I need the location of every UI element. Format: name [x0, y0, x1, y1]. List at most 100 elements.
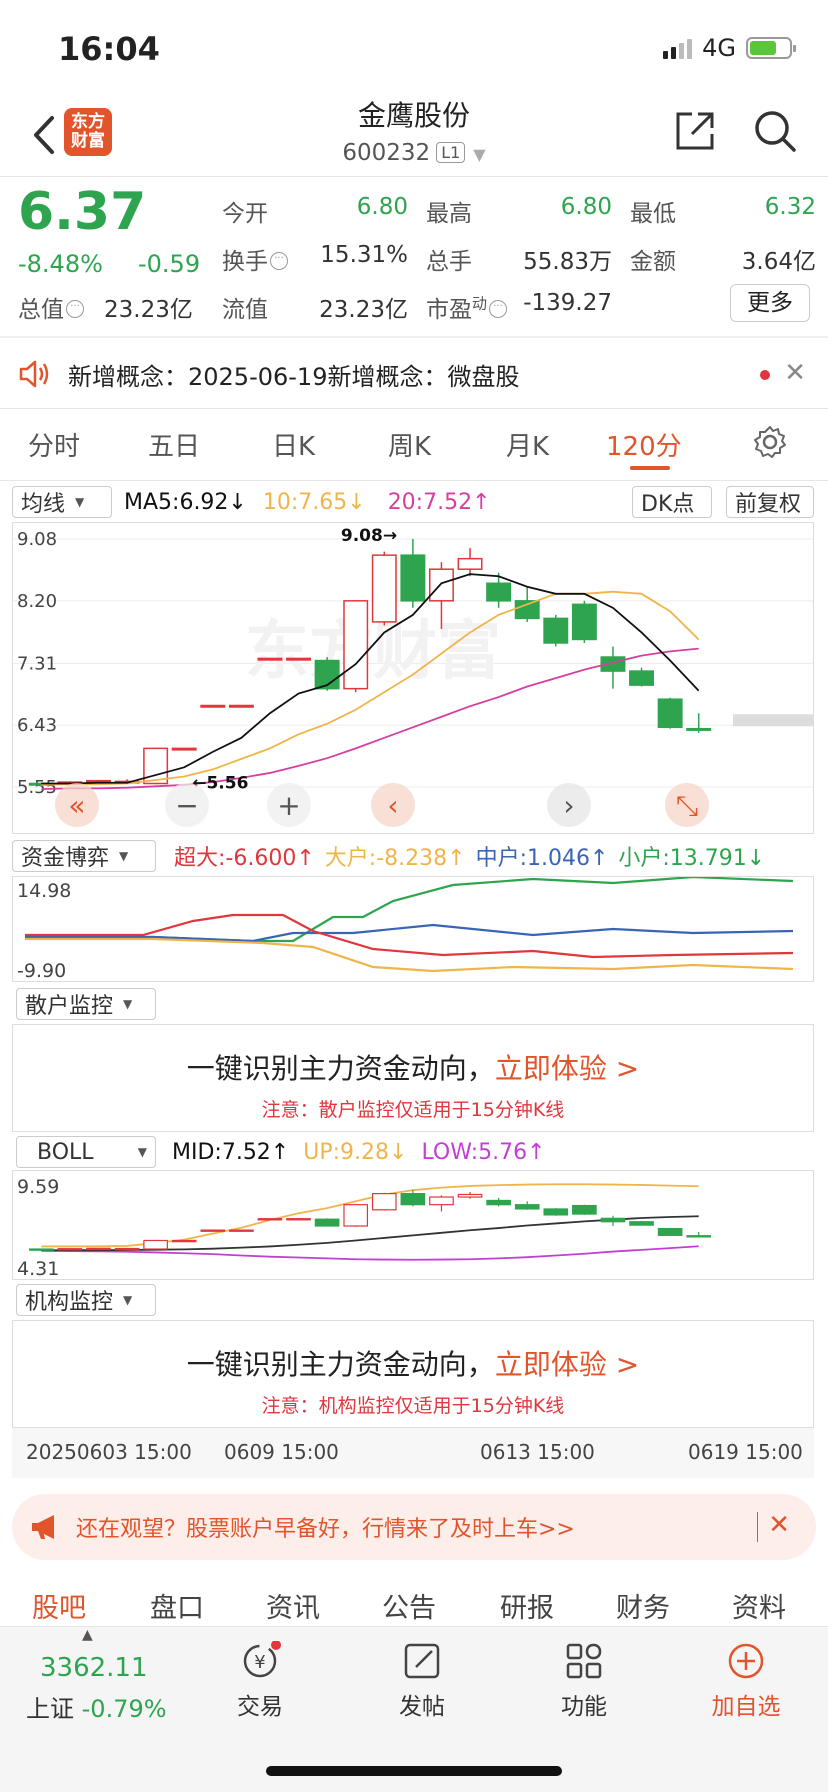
- candle-body: [171, 747, 197, 751]
- boll-candle-body: [229, 1229, 254, 1232]
- fund-mid: 中户:1.046↑: [475, 846, 609, 871]
- fund-chart[interactable]: 14.98 -9.90: [12, 875, 814, 982]
- index-value[interactable]: 3362.11: [40, 1653, 148, 1683]
- dk-point-button[interactable]: DK点: [632, 486, 712, 518]
- tab-profile[interactable]: 资料: [732, 1593, 786, 1624]
- boll-candle-body: [371, 1193, 397, 1211]
- index-name[interactable]: 上证 -0.79%: [26, 1695, 167, 1723]
- inst-monitor-promo[interactable]: 一键识别主力资金动向，立即体验 > 注意：机构监控仅适用于15分钟K线: [12, 1320, 814, 1428]
- candle-body: [486, 582, 512, 602]
- rewind-icon[interactable]: «: [55, 783, 99, 827]
- boll-candle-body: [429, 1196, 454, 1206]
- tab-120-min[interactable]: 120分: [606, 432, 682, 462]
- boll-low: LOW:5.76↑: [421, 1139, 546, 1165]
- tab-financials[interactable]: 财务: [616, 1593, 670, 1624]
- divider: [0, 480, 828, 481]
- close-icon[interactable]: ✕: [768, 1510, 790, 1540]
- concept-notice[interactable]: 新增概念：2025-06-19新增概念：微盘股 ✕: [0, 340, 828, 408]
- amount-label: 金额: [630, 249, 676, 275]
- chevron-up-icon[interactable]: ▲: [82, 1627, 93, 1643]
- plus-circle-icon: [728, 1643, 764, 1679]
- ma20-value: 20:7.52↑: [387, 489, 491, 515]
- boll-candle-body: [286, 1218, 311, 1221]
- boll-selector[interactable]: BOLL ▼: [16, 1136, 156, 1168]
- add-watchlist-button[interactable]: 加自选: [696, 1641, 796, 1721]
- fund-indicator-row: 资金博弈 ▼ 超大:-6.600↑ 大户:-8.238↑ 中户:1.046↑ 小户…: [0, 836, 828, 876]
- tab-announcements[interactable]: 公告: [382, 1593, 436, 1624]
- account-ad-banner[interactable]: 还在观望？股票账户早备好，行情来了及时上车>> ✕: [12, 1494, 816, 1560]
- boll-indicator-row: BOLL ▼ MID:7.52↑ UP:9.28↓ LOW:5.76↑: [0, 1132, 828, 1172]
- tab-timeshare[interactable]: 分时: [28, 432, 81, 462]
- info-icon[interactable]: ···: [66, 300, 84, 318]
- svg-text:«: «: [68, 789, 85, 822]
- fund-selector[interactable]: 资金博弈 ▼: [12, 840, 156, 872]
- boll-candle-body: [57, 1248, 83, 1251]
- candle-body: [457, 557, 483, 570]
- more-button[interactable]: 更多: [730, 284, 810, 322]
- post-button[interactable]: 发帖: [372, 1641, 472, 1721]
- retail-promo-cta[interactable]: 立即体验 >: [494, 1052, 640, 1085]
- tab-weekly-k[interactable]: 周K: [388, 432, 432, 462]
- zoom-in-icon[interactable]: +: [267, 783, 311, 827]
- svg-text:›: ›: [563, 789, 574, 822]
- tab-news[interactable]: 资讯: [266, 1593, 320, 1624]
- candle-body: [343, 600, 369, 690]
- info-icon[interactable]: ···: [270, 252, 288, 270]
- divider: [0, 408, 828, 409]
- boll-candle-body: [257, 1218, 283, 1221]
- boll-up: UP:9.28↓: [303, 1139, 408, 1165]
- tab-orderbook[interactable]: 盘口: [150, 1593, 204, 1624]
- boll-chart[interactable]: 9.59 4.31: [12, 1170, 814, 1280]
- trade-button[interactable]: ¥ 交易: [210, 1641, 310, 1721]
- boll-candle-body: [28, 1248, 54, 1251]
- status-indicators: 4G: [663, 34, 796, 62]
- boll-candle-body: [543, 1208, 569, 1216]
- close-icon[interactable]: ✕: [784, 358, 806, 388]
- tab-research[interactable]: 研报: [500, 1593, 554, 1624]
- kline-chart[interactable]: 9.08 8.20 7.31 6.43 5.55 东方财富 9.08→ ←5.56 « − + ‹ › ⤡: [12, 522, 814, 834]
- home-indicator: [266, 1766, 562, 1776]
- adjust-button[interactable]: 前复权: [726, 486, 814, 518]
- search-icon[interactable]: [752, 108, 798, 154]
- tab-forum[interactable]: 股吧: [32, 1593, 86, 1624]
- stock-code-row[interactable]: 600232 L1 ▼: [0, 140, 828, 166]
- candle-body: [200, 704, 226, 708]
- active-tab-underline: [630, 466, 670, 470]
- trade-icon: ¥: [243, 1641, 281, 1678]
- low-marker: ←5.56: [192, 773, 248, 793]
- gear-icon[interactable]: [752, 424, 788, 460]
- inst-promo-cta[interactable]: 立即体验 >: [494, 1348, 640, 1381]
- retail-monitor-promo[interactable]: 一键识别主力资金动向，立即体验 > 注意：散户监控仅适用于15分钟K线: [12, 1024, 814, 1132]
- prev-icon[interactable]: ‹: [371, 783, 415, 827]
- info-icon[interactable]: ···: [489, 300, 508, 318]
- retail-selector[interactable]: 散户监控 ▼: [16, 988, 156, 1020]
- edit-icon: [404, 1643, 440, 1679]
- share-icon[interactable]: [672, 108, 718, 154]
- boll-candle-body: [486, 1199, 511, 1206]
- inst-promo-note: 注意：机构监控仅适用于15分钟K线: [261, 1395, 565, 1417]
- chevron-down-icon: ▼: [75, 495, 85, 509]
- tab-five-day[interactable]: 五日: [148, 432, 201, 462]
- inst-selector[interactable]: 机构监控 ▼: [16, 1284, 156, 1316]
- fund-large: 大户:-8.238↑: [324, 846, 466, 871]
- next-icon[interactable]: ›: [547, 783, 591, 827]
- boll-candle-body: [657, 1227, 683, 1236]
- back-icon[interactable]: [26, 110, 66, 160]
- low-value: 6.32: [764, 194, 816, 220]
- chevron-down-icon: ▼: [123, 1293, 133, 1307]
- tab-daily-k[interactable]: 日K: [272, 432, 316, 462]
- zoom-out-icon[interactable]: −: [165, 783, 209, 827]
- status-time: 16:04: [58, 30, 160, 68]
- fund-large-line: [25, 937, 794, 973]
- svg-text:⤡: ⤡: [676, 789, 698, 822]
- function-button[interactable]: 功能: [534, 1641, 634, 1721]
- retail-promo-note: 注意：散户监控仅适用于15分钟K线: [261, 1099, 565, 1121]
- current-price-band: [733, 714, 813, 727]
- candle-body: [629, 670, 655, 686]
- tab-monthly-k[interactable]: 月K: [506, 432, 550, 462]
- notice-text: 新增概念：2025-06-19新增概念：微盘股: [68, 362, 520, 391]
- change-percent: -8.48%: [18, 250, 103, 278]
- ma-selector[interactable]: 均线 ▼: [12, 486, 112, 518]
- expand-icon[interactable]: ⤡: [665, 783, 709, 827]
- total-cap-label: 总值 ···: [18, 290, 84, 324]
